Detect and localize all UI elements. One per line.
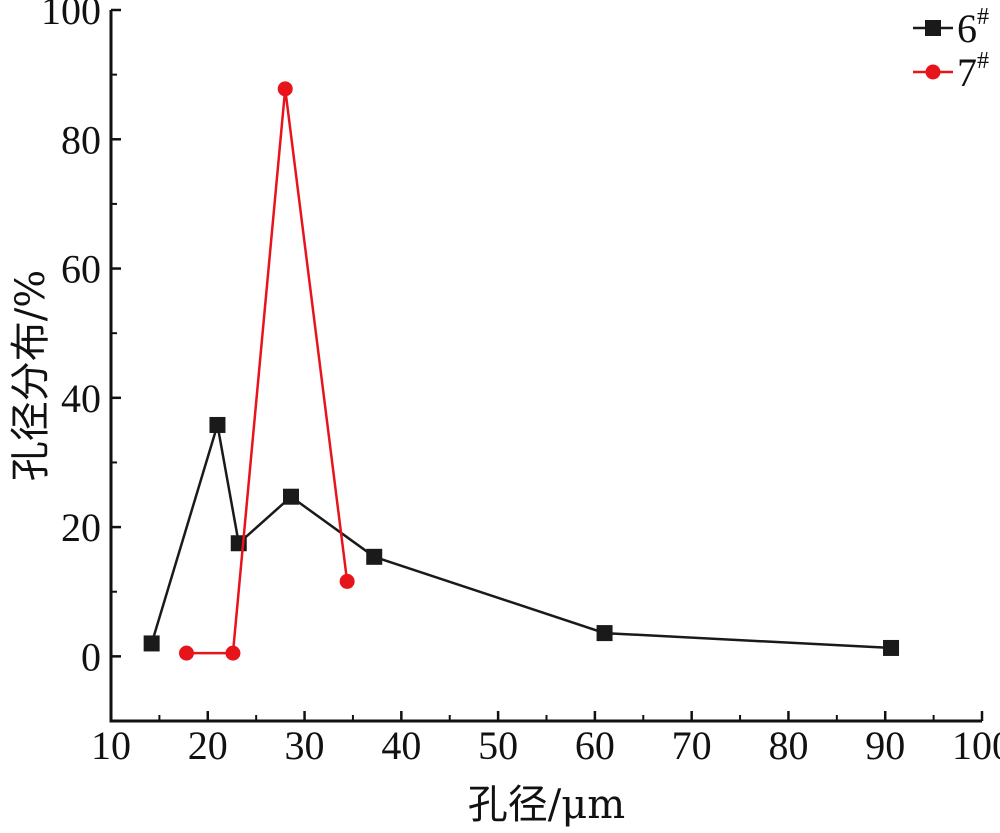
x-tick-label: 70 — [672, 723, 712, 768]
y-tick-label: 80 — [61, 117, 101, 162]
legend-label: 6 — [957, 6, 977, 51]
y-tick-label: 0 — [81, 634, 101, 679]
data-point — [339, 573, 355, 589]
x-tick-label: 30 — [285, 723, 325, 768]
legend-marker — [925, 20, 941, 36]
legend: 6 #7 # — [913, 4, 989, 95]
data-point — [277, 81, 293, 97]
legend-item: 7 # — [913, 48, 989, 95]
y-tick-label: 100 — [41, 0, 101, 33]
x-tick-label: 40 — [381, 723, 421, 768]
axes: 10 20 30 40 50 60 70 80 90 100 0 20 40 60 80 100 — [41, 0, 1000, 768]
series-line — [150, 424, 892, 650]
legend-label-sup: # — [977, 4, 989, 30]
legend-item: 6 # — [913, 4, 989, 51]
data-point — [178, 645, 194, 661]
legend-label: 7 — [957, 50, 977, 95]
x-tick-label: 80 — [768, 723, 808, 768]
x-tick-label: 90 — [865, 723, 905, 768]
x-tick-label: 100 — [952, 723, 1000, 768]
series-circle — [178, 81, 355, 661]
y-tick-label: 40 — [61, 376, 101, 421]
data-point — [283, 488, 300, 505]
y-axis-title: 孔径分布/% — [8, 270, 54, 481]
data-point — [883, 639, 900, 656]
data-point — [596, 625, 613, 642]
x-tick-label: 60 — [575, 723, 615, 768]
y-tick-label: 60 — [61, 247, 101, 292]
data-point — [209, 416, 226, 433]
y-tick-label: 20 — [61, 505, 101, 550]
x-tick-label: 20 — [188, 723, 228, 768]
x-tick-label: 10 — [91, 723, 131, 768]
data-point — [143, 635, 160, 652]
data-point — [225, 645, 241, 661]
x-axis-title: 孔径/μm — [468, 782, 625, 828]
series-line — [186, 88, 349, 655]
series-square — [143, 416, 900, 656]
x-tick-label: 50 — [478, 723, 518, 768]
data-point — [366, 548, 383, 565]
legend-marker — [925, 64, 941, 80]
series-layer — [143, 81, 900, 661]
legend-label-sup: # — [977, 48, 989, 74]
